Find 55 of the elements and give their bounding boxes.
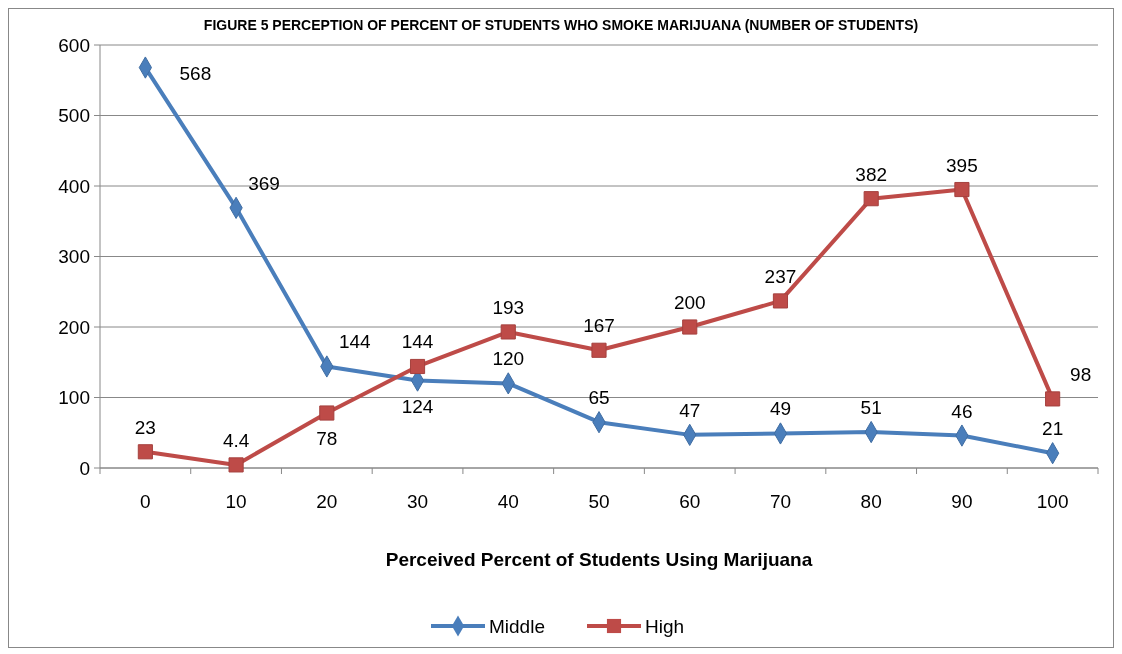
point (954, 181, 970, 198)
data-label: 124 (401, 395, 434, 417)
point (682, 319, 698, 335)
legend-label: Middle (489, 615, 545, 637)
data-label: 568 (179, 62, 212, 84)
data-label: 144 (401, 331, 434, 353)
x-tick-label: 100 (1036, 491, 1069, 512)
point (1045, 391, 1061, 407)
data-label: 120 (492, 348, 525, 370)
y-tick-label: 0 (79, 457, 90, 479)
y-tick-label: 200 (58, 316, 90, 338)
data-label: 23 (134, 416, 156, 438)
x-tick-label: 90 (951, 491, 973, 512)
data-label: 21 (1042, 418, 1064, 440)
data-label: 382 (855, 163, 888, 185)
x-tick-label: 0 (140, 491, 151, 512)
point (228, 457, 244, 473)
chart-title: FIGURE 5 PERCEPTION OF PERCENT OF STUDENTS WHO SMOKE MARIJUANA (NUMBER OF STUDENTS) (203, 17, 919, 33)
data-label: 200 (673, 292, 706, 313)
data-label: 144 (338, 331, 372, 353)
x-tick-label: 70 (769, 491, 792, 512)
point (409, 358, 426, 375)
data-label: 193 (492, 296, 525, 318)
data-label: 47 (679, 399, 701, 421)
point (500, 324, 516, 340)
data-label: 4.4 (222, 429, 250, 451)
data-label: 46 (951, 400, 973, 422)
y-tick-label: 500 (58, 105, 90, 127)
x-tick-label: 30 (406, 491, 429, 512)
x-tick-label: 80 (860, 491, 882, 512)
point (772, 293, 789, 309)
point (591, 342, 607, 358)
data-label: 167 (583, 315, 615, 337)
data-label: 237 (764, 265, 797, 287)
data-label: 51 (860, 397, 882, 419)
point (137, 444, 153, 460)
data-label: 98 (1070, 363, 1092, 385)
data-label: 65 (588, 387, 610, 409)
point (863, 191, 879, 207)
x-axis-title: Perceived Percent of Students Using Marijuana (385, 549, 813, 570)
x-tick-label: 10 (225, 491, 247, 512)
legend-label: High (645, 615, 685, 637)
y-tick-label: 600 (58, 34, 90, 56)
data-label: 395 (946, 154, 978, 176)
data-label: 78 (316, 428, 338, 450)
y-tick-label: 400 (58, 175, 90, 197)
y-tick-label: 300 (58, 246, 90, 268)
x-tick-label: 60 (679, 491, 701, 512)
y-tick-label: 100 (58, 387, 90, 409)
data-label: 49 (769, 398, 792, 420)
point (319, 405, 335, 421)
x-tick-label: 40 (497, 491, 519, 512)
x-tick-label: 20 (316, 491, 338, 512)
data-label: 369 (248, 172, 280, 194)
x-tick-label: 50 (588, 491, 610, 512)
